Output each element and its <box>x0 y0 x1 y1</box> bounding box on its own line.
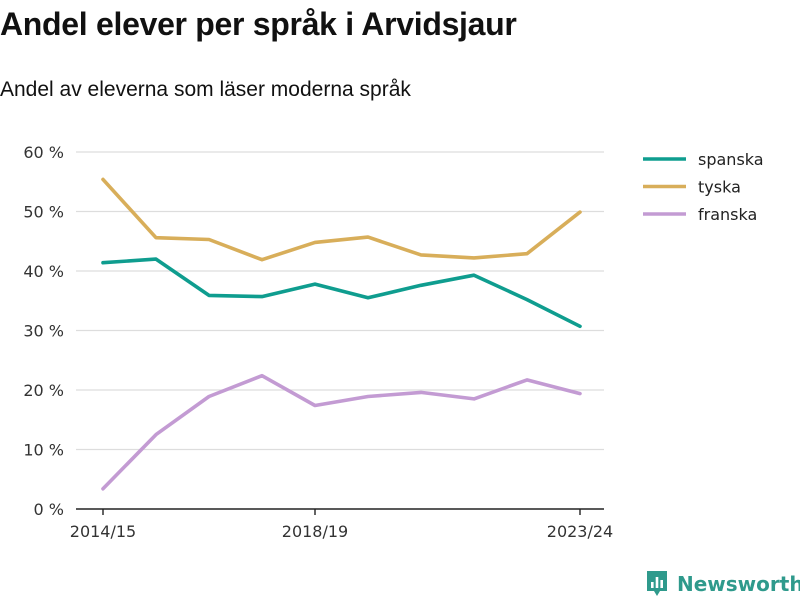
brand-name: Newsworthy <box>677 572 800 596</box>
legend-label: franska <box>698 205 757 224</box>
series-line-franska[interactable] <box>101 373 582 491</box>
newsworthy-logo-icon <box>647 571 667 596</box>
y-tick-label: 40 % <box>23 262 64 281</box>
x-axis: 2014/15 2018/19 2023/24 <box>70 508 613 541</box>
y-tick-label: 50 % <box>23 203 64 222</box>
x-tick-label: 2018/19 <box>282 522 348 541</box>
series-line-spanska[interactable] <box>101 257 582 329</box>
y-tick-label: 0 % <box>34 500 64 519</box>
y-tick-label: 10 % <box>23 441 64 460</box>
legend[interactable]: spanska tyska franska <box>643 150 764 224</box>
legend-item-tyska[interactable]: tyska <box>643 178 741 197</box>
y-tick-label: 30 % <box>23 322 64 341</box>
y-axis: 0 % 10 % 20 % 30 % 40 % 50 % 60 % <box>23 143 64 519</box>
brand-logo[interactable]: Newsworthy <box>645 569 800 599</box>
legend-label: tyska <box>698 178 741 197</box>
series-lines <box>101 177 582 491</box>
x-tick-label: 2023/24 <box>547 522 613 541</box>
chart-title: Andel elever per språk i Arvidsjaur <box>0 6 517 42</box>
y-tick-label: 20 % <box>23 381 64 400</box>
chart-subtitle: Andel av eleverna som läser moderna språ… <box>0 78 411 101</box>
x-tick-label: 2014/15 <box>70 522 136 541</box>
y-tick-label: 60 % <box>23 143 64 162</box>
legend-label: spanska <box>698 150 764 169</box>
legend-item-spanska[interactable]: spanska <box>643 150 764 169</box>
grid-lines <box>76 151 604 451</box>
series-line-tyska[interactable] <box>101 177 582 262</box>
legend-item-franska[interactable]: franska <box>643 205 757 224</box>
